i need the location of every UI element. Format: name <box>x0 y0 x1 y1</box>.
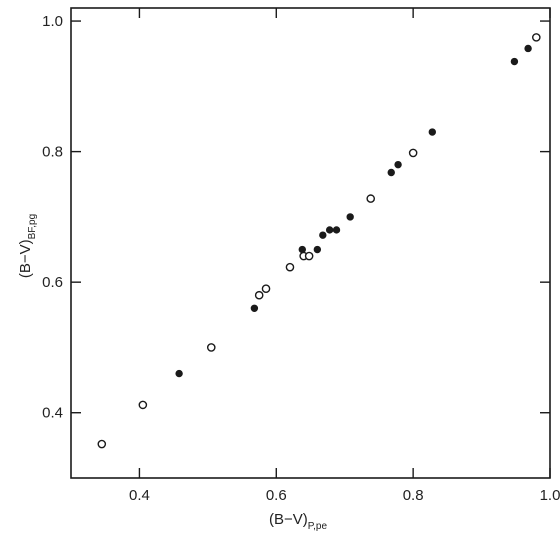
data-point-filled <box>251 305 258 312</box>
x-tick-label: 0.6 <box>266 487 287 504</box>
y-axis-label-sub: BF,pg <box>27 214 38 240</box>
y-tick-label: 0.8 <box>42 144 63 161</box>
data-point-open <box>306 252 313 259</box>
y-axis-label-main: (B−V) <box>17 239 34 278</box>
data-point-filled <box>395 161 402 168</box>
y-axis-label: (B−V)BF,pg <box>17 214 38 278</box>
x-axis-label-sub: P,pe <box>308 521 328 532</box>
data-point-filled <box>299 246 306 253</box>
data-point-filled <box>388 169 395 176</box>
data-point-open <box>367 195 374 202</box>
data-point-filled <box>176 370 183 377</box>
x-tick-label: 0.8 <box>403 487 424 504</box>
x-axis-label: (B−V)P,pe <box>269 511 327 532</box>
x-tick-label: 0.4 <box>129 487 150 504</box>
y-tick-label: 0.6 <box>42 274 63 291</box>
x-tick-label: 1.0 <box>540 487 560 504</box>
data-point-filled <box>347 214 354 221</box>
data-point-open <box>262 285 269 292</box>
data-point-open <box>139 401 146 408</box>
data-point-open <box>256 292 263 299</box>
x-axis-label-main: (B−V) <box>269 511 308 528</box>
y-tick-label: 1.0 <box>42 13 63 30</box>
data-point-open <box>208 344 215 351</box>
data-point-filled <box>525 45 532 52</box>
data-point-open <box>410 149 417 156</box>
data-point-filled <box>511 58 518 65</box>
data-point-filled <box>429 129 436 136</box>
data-point-filled <box>320 232 327 239</box>
data-point-filled <box>314 246 321 253</box>
data-point-filled <box>333 227 340 234</box>
data-point-open <box>533 34 540 41</box>
data-point-open <box>286 264 293 271</box>
y-tick-label: 0.4 <box>42 405 63 422</box>
data-point-open <box>98 440 105 447</box>
data-point-filled <box>326 227 333 234</box>
data-points-group <box>98 34 540 448</box>
